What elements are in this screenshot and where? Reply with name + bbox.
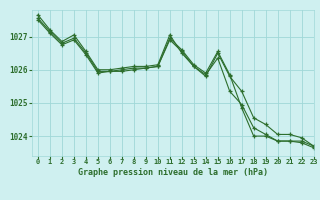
- X-axis label: Graphe pression niveau de la mer (hPa): Graphe pression niveau de la mer (hPa): [78, 168, 268, 177]
